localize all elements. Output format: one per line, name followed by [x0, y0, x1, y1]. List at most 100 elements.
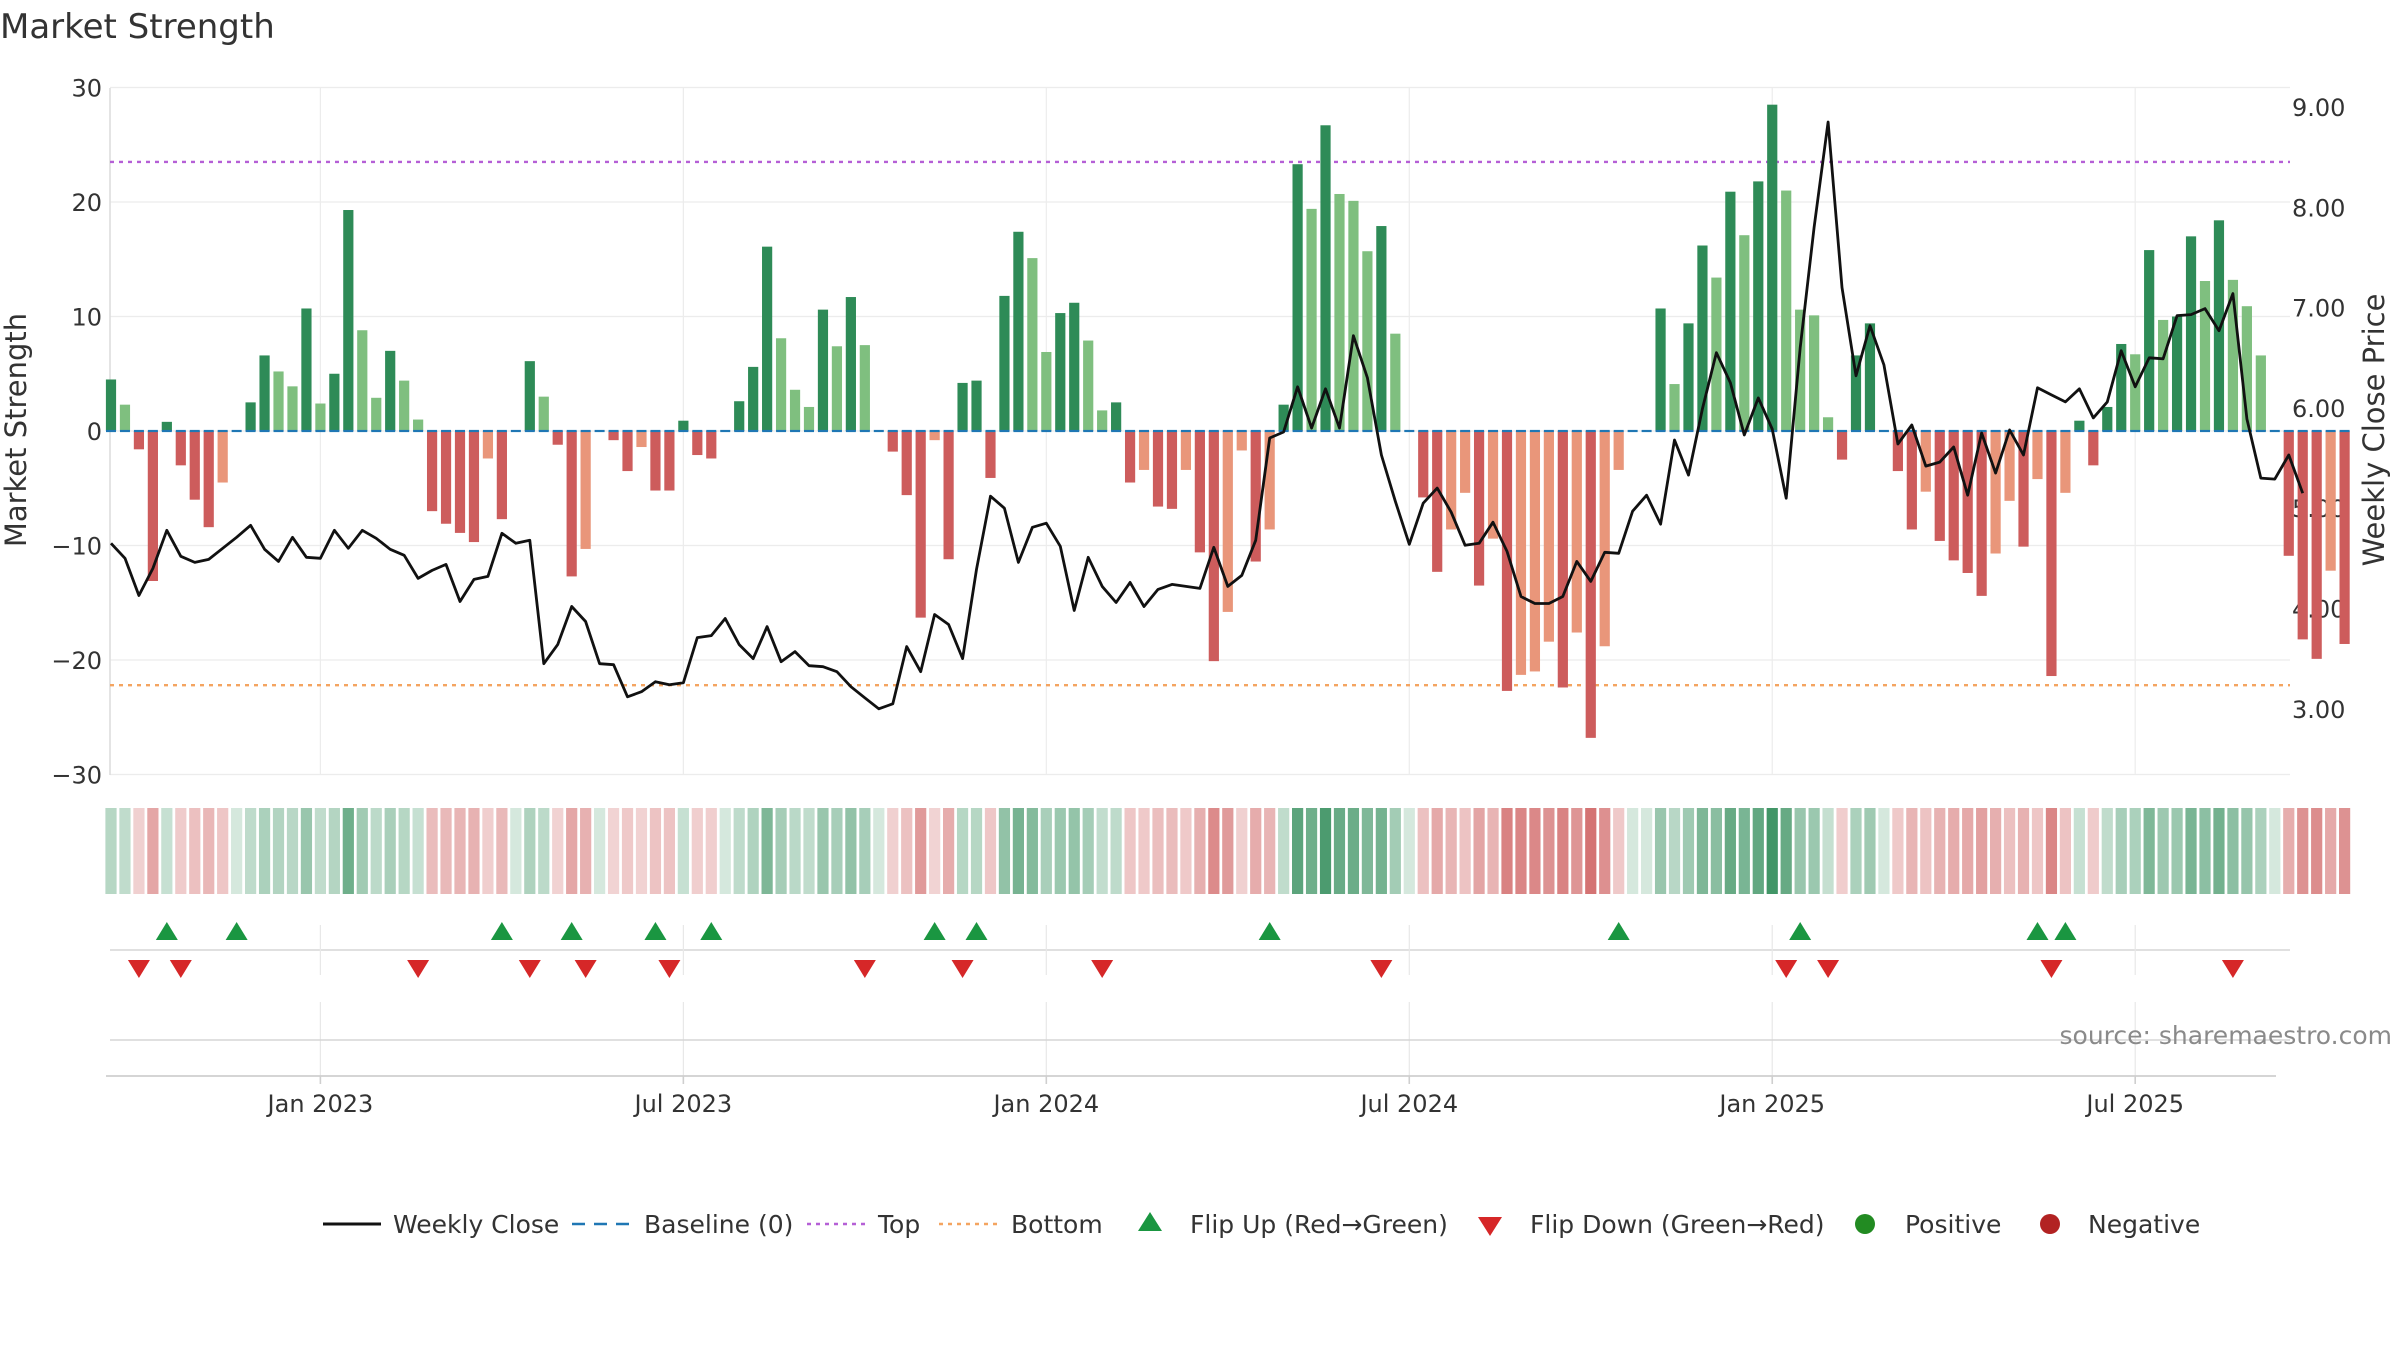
- strength-bar: [1906, 431, 1917, 530]
- bottom-date-panel: Jan 2023 Jul 2023 Jan 2024 Jul 2024 Jan 2025…: [106, 1002, 2290, 1118]
- flip-up-marker: [923, 922, 946, 940]
- legend-item: Flip Down (Green→Red): [1478, 1210, 1825, 1239]
- strength-bar: [1948, 431, 1959, 561]
- strength-bar: [1669, 384, 1680, 431]
- strength-bar: [1278, 404, 1289, 431]
- heat-cell: [1920, 808, 1932, 894]
- weekly-close-polyline: [109, 120, 2305, 711]
- heat-cell: [2297, 808, 2309, 894]
- flip-down-marker: [574, 960, 597, 978]
- strength-bar: [1390, 333, 1401, 431]
- strength-bar: [1767, 104, 1778, 432]
- strength-bars: [105, 104, 2350, 738]
- heat-cell: [1976, 808, 1988, 894]
- y2-tick-label: 8.00: [2292, 194, 2345, 222]
- strength-bar: [357, 330, 368, 431]
- strength-bar: [315, 403, 326, 431]
- flip-down-marker: [853, 960, 876, 978]
- y-tick-label: −10: [51, 533, 102, 561]
- strength-bar: [1529, 431, 1541, 672]
- strength-bar: [580, 431, 591, 549]
- strength-bar: [1083, 340, 1094, 431]
- strength-bar: [385, 350, 396, 431]
- strength-bar: [1236, 431, 1247, 451]
- strength-bar: [399, 380, 410, 431]
- heat-cell: [258, 808, 271, 894]
- strength-bar: [1990, 431, 2001, 554]
- strength-bar: [845, 297, 856, 431]
- strength-bar: [1320, 125, 1331, 431]
- strength-bar: [1836, 431, 1848, 460]
- weekly-close-line: [109, 120, 2305, 711]
- heat-cell: [733, 808, 745, 894]
- heat-cell: [2101, 808, 2113, 894]
- heat-cell: [1473, 808, 1485, 894]
- flip-signal-panel: [110, 922, 2290, 978]
- strength-bar: [1571, 431, 1582, 633]
- strength-bar: [2283, 431, 2294, 556]
- strength-bar: [426, 431, 438, 512]
- heat-cell: [635, 808, 648, 894]
- heat-cell: [580, 808, 592, 894]
- strength-heat-strip: [105, 808, 2351, 894]
- strength-bar: [1250, 431, 1261, 562]
- strength-bar: [985, 431, 996, 478]
- heat-cell: [1752, 808, 1764, 894]
- strength-bar: [636, 431, 647, 448]
- strength-bar: [105, 379, 117, 431]
- strength-bar: [161, 421, 172, 431]
- heat-cell: [300, 808, 313, 894]
- flip-up-marker: [155, 922, 178, 940]
- strength-bar: [1795, 309, 1806, 431]
- legend-item: Baseline (0): [572, 1210, 793, 1239]
- y2-axis-title: Weekly Close Price: [2357, 294, 2391, 567]
- strength-bar: [552, 431, 563, 445]
- heat-cell: [1431, 808, 1443, 894]
- heat-cell: [663, 808, 675, 894]
- strength-bar: [2255, 355, 2266, 431]
- heat-cell: [398, 808, 410, 894]
- strength-bar: [650, 431, 661, 491]
- strength-bar: [2144, 250, 2155, 431]
- y-tick-label: 30: [71, 75, 102, 103]
- heat-cell: [1194, 808, 1206, 894]
- strength-bar: [496, 431, 507, 520]
- strength-bar: [789, 389, 801, 431]
- heat-cell: [1278, 808, 1290, 894]
- heat-cell: [1459, 808, 1471, 894]
- y2-tick-label: 7.00: [2292, 295, 2345, 323]
- strength-bar: [859, 345, 870, 431]
- legend-swatch-flip-down: [1478, 1217, 1502, 1236]
- legend-label: Negative: [2088, 1210, 2200, 1239]
- flip-down-marker: [1091, 960, 1114, 978]
- heat-cell: [2003, 808, 2016, 894]
- strength-bar: [2185, 236, 2197, 431]
- heat-cell: [1124, 808, 1136, 894]
- y2-tick-label: 6.00: [2292, 395, 2345, 423]
- strength-bar: [2088, 431, 2099, 466]
- heat-cell: [1501, 808, 1513, 894]
- strength-bar: [2102, 406, 2113, 431]
- strength-bar: [1515, 431, 1527, 675]
- heat-cell: [175, 808, 187, 894]
- heat-cell: [1054, 808, 1066, 894]
- heat-cell: [2199, 808, 2211, 894]
- heat-cell: [677, 808, 689, 894]
- x-tick-label: Jan 2024: [991, 1090, 1099, 1118]
- heat-cell: [119, 808, 131, 894]
- heat-cell: [1641, 808, 1653, 894]
- legend-label: Top: [877, 1210, 920, 1239]
- heat-cell: [496, 808, 508, 894]
- strength-bar: [189, 431, 200, 500]
- heat-cell: [1654, 808, 1667, 894]
- heat-cell: [1250, 808, 1262, 894]
- legend-label: Flip Up (Red→Green): [1190, 1210, 1448, 1239]
- strength-bar: [1613, 431, 1624, 470]
- x-tick-label: Jan 2023: [266, 1090, 374, 1118]
- strength-bar: [343, 210, 354, 431]
- strength-bar: [1055, 313, 1066, 431]
- heat-cell: [272, 808, 285, 894]
- flip-down-marker: [2040, 960, 2063, 978]
- heat-cell: [1878, 808, 1890, 894]
- strength-bar: [566, 431, 577, 577]
